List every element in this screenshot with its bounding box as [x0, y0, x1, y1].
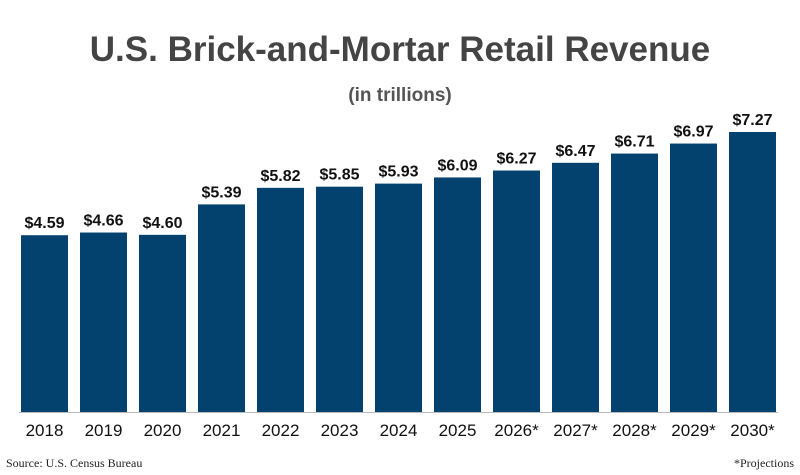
data-label: $6.47 — [555, 143, 595, 160]
bar-2025 — [434, 177, 481, 412]
bar-2030 — [729, 132, 776, 412]
data-label: $5.85 — [319, 167, 359, 184]
chart-title: U.S. Brick-and-Mortar Retail Revenue — [89, 30, 711, 69]
x-tick-label: 2025 — [439, 421, 477, 440]
x-tick-label: 2020 — [144, 421, 182, 440]
bar-2020 — [139, 234, 186, 412]
source-note: Source: U.S. Census Bureau — [6, 456, 143, 470]
x-tick-label: 2024 — [380, 421, 418, 440]
bar-2021 — [198, 204, 245, 412]
bar-2022 — [257, 187, 304, 412]
chart-subtitle: (in trillions) — [348, 85, 452, 106]
x-tick-label: 2023 — [321, 421, 359, 440]
x-tick-label: 2022 — [262, 421, 300, 440]
data-label: $4.66 — [83, 213, 123, 230]
x-tick-label: 2029* — [671, 421, 716, 440]
bar-2024 — [375, 183, 422, 412]
projections-note: *Projections — [734, 456, 794, 470]
data-label: $6.09 — [437, 157, 477, 174]
bar-2027 — [552, 162, 599, 412]
x-tick-label: 2019 — [85, 421, 123, 440]
bar-2026 — [493, 170, 540, 412]
data-label: $5.93 — [378, 164, 418, 181]
bar-2029 — [670, 143, 717, 413]
data-label: $6.97 — [673, 124, 713, 141]
bar-2023 — [316, 186, 363, 412]
data-label: $6.27 — [496, 151, 536, 168]
x-tick-label: 2030* — [730, 421, 775, 440]
data-label: $4.60 — [142, 215, 182, 232]
bar-2019 — [80, 232, 127, 412]
data-label: $7.27 — [732, 112, 772, 129]
x-tick-label: 2026* — [494, 421, 539, 440]
bar-2018 — [21, 235, 68, 412]
x-tick-label: 2027* — [553, 421, 598, 440]
data-label: $4.59 — [24, 215, 64, 232]
x-tick-label: 2018 — [26, 421, 64, 440]
data-label: $5.39 — [201, 184, 241, 201]
x-tick-label: 2028* — [612, 421, 657, 440]
data-label: $6.71 — [614, 134, 654, 151]
data-label: $5.82 — [260, 168, 300, 185]
x-tick-label: 2021 — [203, 421, 241, 440]
bar-2028 — [611, 153, 658, 412]
